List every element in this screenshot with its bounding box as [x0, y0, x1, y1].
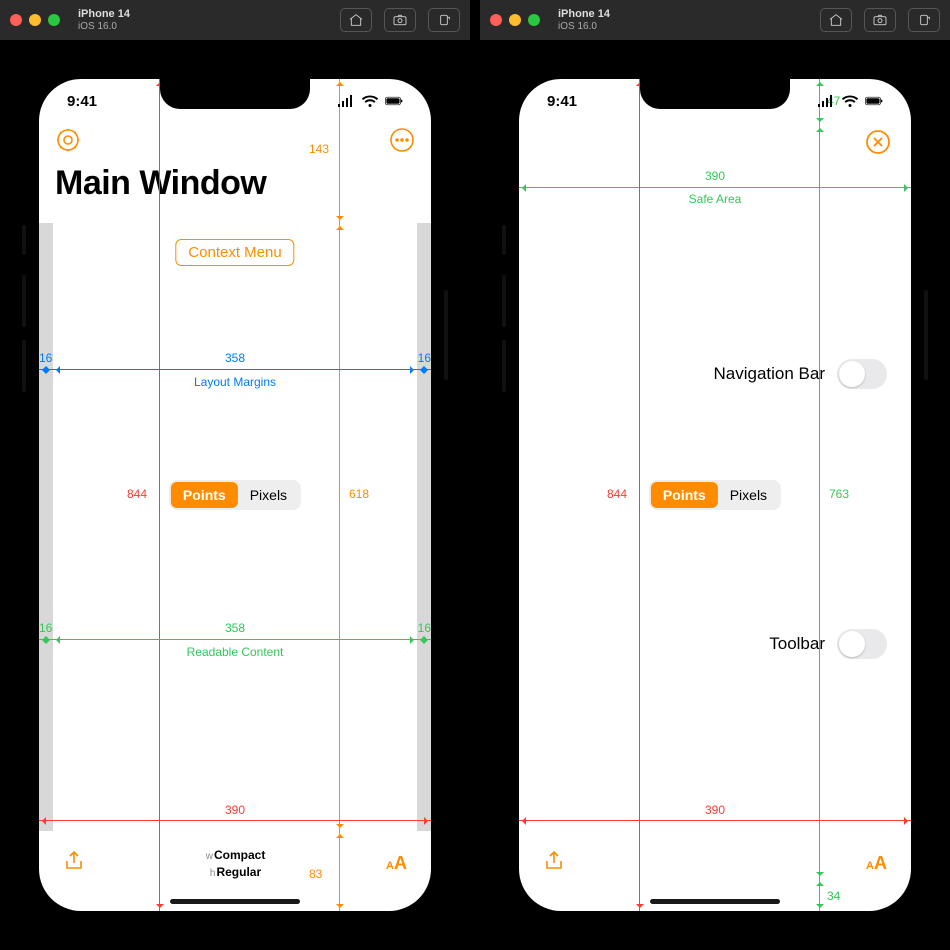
os-name: iOS 16.0 [78, 21, 130, 32]
width-pts: 390 [225, 803, 245, 817]
battery-icon [385, 95, 403, 107]
device-name: iPhone 14 [558, 8, 610, 20]
segment-pixels[interactable]: Pixels [238, 482, 299, 508]
segment-points[interactable]: Points [171, 482, 238, 508]
lm-left: 16 [39, 351, 52, 365]
toolbar-toggle-row: Toolbar [519, 629, 887, 659]
cellular-icon [817, 95, 835, 107]
close-dot[interactable] [10, 14, 22, 26]
unit-segmented-control[interactable]: Points Pixels [649, 480, 781, 510]
toolbar-switch[interactable] [837, 629, 887, 659]
height-pts: 844 [607, 487, 627, 501]
device-title: iPhone 14 iOS 16.0 [558, 8, 610, 31]
text-size-icon[interactable]: AA [866, 853, 887, 874]
segment-points[interactable]: Points [651, 482, 718, 508]
screenshot-button[interactable] [864, 8, 896, 32]
simulator-window-left: iPhone 14 iOS 16.0 9:41 [0, 0, 470, 950]
wifi-icon [361, 95, 379, 107]
device-name: iPhone 14 [78, 8, 130, 20]
height-pts: 844 [127, 487, 147, 501]
home-button[interactable] [340, 8, 372, 32]
notch [160, 79, 310, 109]
home-indicator[interactable] [650, 899, 780, 904]
device-title: iPhone 14 iOS 16.0 [78, 8, 130, 31]
unit-segmented-control[interactable]: Points Pixels [169, 480, 301, 510]
sa-label: Safe Area [689, 192, 742, 206]
lm-label: Layout Margins [194, 375, 276, 389]
close-dot[interactable] [490, 14, 502, 26]
share-icon[interactable] [543, 850, 565, 877]
home-indicator[interactable] [170, 899, 300, 904]
traffic-lights[interactable] [490, 14, 540, 26]
toolbar-toggle-label: Toolbar [769, 634, 825, 654]
top-inset: 143 [309, 142, 329, 156]
os-name: iOS 16.0 [558, 21, 610, 32]
window-chrome: iPhone 14 iOS 16.0 [0, 0, 470, 40]
size-class-indicator: wCompact hRegular [206, 847, 266, 880]
iphone-frame: 9:41 Main Window [25, 65, 445, 925]
rc-label: Readable Content [187, 645, 284, 659]
iphone-frame: 9:41 47 390 Safe Area [505, 65, 925, 925]
nav-toggle-label: Navigation Bar [713, 364, 825, 384]
home-button[interactable] [820, 8, 852, 32]
rotate-button[interactable] [908, 8, 940, 32]
rc-right: 16 [418, 621, 431, 635]
rotate-button[interactable] [428, 8, 460, 32]
content-height: 618 [349, 487, 369, 501]
share-icon[interactable] [63, 850, 85, 877]
screenshot-button[interactable] [384, 8, 416, 32]
lm-right: 16 [418, 351, 431, 365]
minimize-dot[interactable] [509, 14, 521, 26]
status-time: 9:41 [547, 93, 577, 110]
phone-screen: 9:41 47 390 Safe Area [519, 79, 911, 911]
lm-mid: 358 [225, 351, 245, 365]
sa-width: 390 [705, 169, 725, 183]
nav-toggle-row: Navigation Bar [519, 359, 887, 389]
phone-screen: 9:41 Main Window [39, 79, 431, 911]
status-time: 9:41 [67, 93, 97, 110]
sa-height: 763 [829, 487, 849, 501]
zoom-dot[interactable] [48, 14, 60, 26]
notch [640, 79, 790, 109]
minimize-dot[interactable] [29, 14, 41, 26]
rc-left: 16 [39, 621, 52, 635]
traffic-lights[interactable] [10, 14, 60, 26]
window-chrome: iPhone 14 iOS 16.0 [480, 0, 950, 40]
simulator-window-right: iPhone 14 iOS 16.0 9:41 [480, 0, 950, 950]
zoom-dot[interactable] [528, 14, 540, 26]
battery-icon [865, 95, 883, 107]
nav-bar-switch[interactable] [837, 359, 887, 389]
segment-pixels[interactable]: Pixels [718, 482, 779, 508]
wifi-icon [841, 95, 859, 107]
cellular-icon [337, 95, 355, 107]
rc-mid: 358 [225, 621, 245, 635]
width-pts: 390 [705, 803, 725, 817]
text-size-icon[interactable]: AA [386, 853, 407, 874]
